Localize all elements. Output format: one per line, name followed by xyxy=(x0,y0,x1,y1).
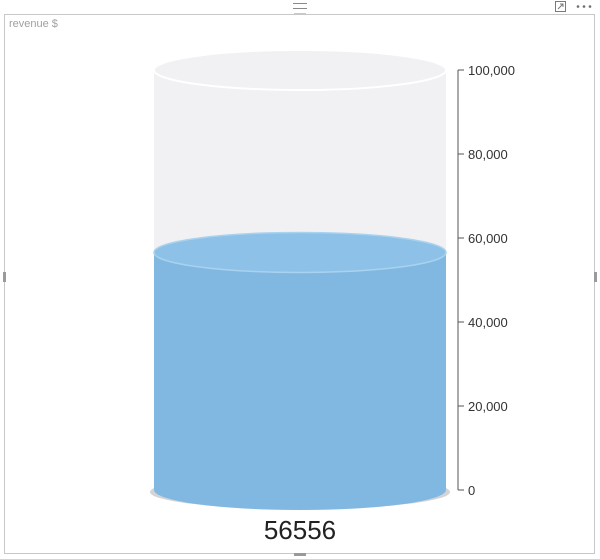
gauge-value-label: 56556 xyxy=(263,515,337,545)
resize-handle-right[interactable] xyxy=(594,272,597,282)
resize-handle-top[interactable] xyxy=(294,13,306,15)
visual-header xyxy=(0,0,600,14)
cylinder-fill-body xyxy=(154,252,446,511)
resize-handle-left[interactable] xyxy=(3,272,6,282)
y-axis-ticks: 0 20,000 40,000 60,000 80,000 100,000 xyxy=(458,63,515,498)
y-axis-tick-label: 60,000 xyxy=(468,231,508,246)
y-axis-tick-label: 80,000 xyxy=(468,147,508,162)
visual-title: revenue $ xyxy=(9,18,58,30)
cylinder-fill-surface xyxy=(153,231,447,274)
focus-mode-icon[interactable] xyxy=(554,0,567,13)
y-axis-tick-label: 0 xyxy=(468,483,475,498)
y-axis-tick-label: 40,000 xyxy=(468,315,508,330)
drag-handle-icon[interactable] xyxy=(293,3,307,9)
y-axis-tick-label: 100,000 xyxy=(468,63,515,78)
y-axis-tick-label: 20,000 xyxy=(468,399,508,414)
resize-handle-bottom[interactable] xyxy=(294,553,306,556)
cylinder-top-cap xyxy=(153,49,447,91)
more-options-icon[interactable] xyxy=(575,0,593,13)
